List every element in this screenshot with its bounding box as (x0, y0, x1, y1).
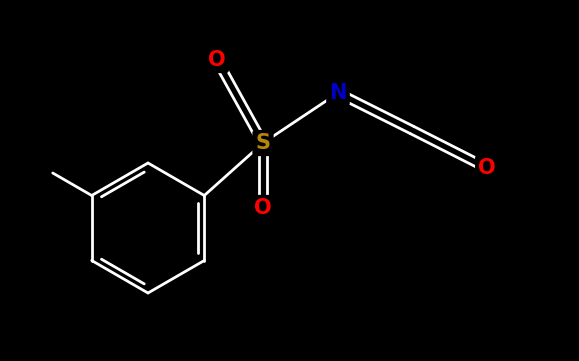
Text: O: O (254, 198, 272, 218)
Text: O: O (478, 158, 496, 178)
Text: N: N (329, 83, 347, 103)
Text: O: O (208, 50, 226, 70)
Text: S: S (255, 133, 270, 153)
